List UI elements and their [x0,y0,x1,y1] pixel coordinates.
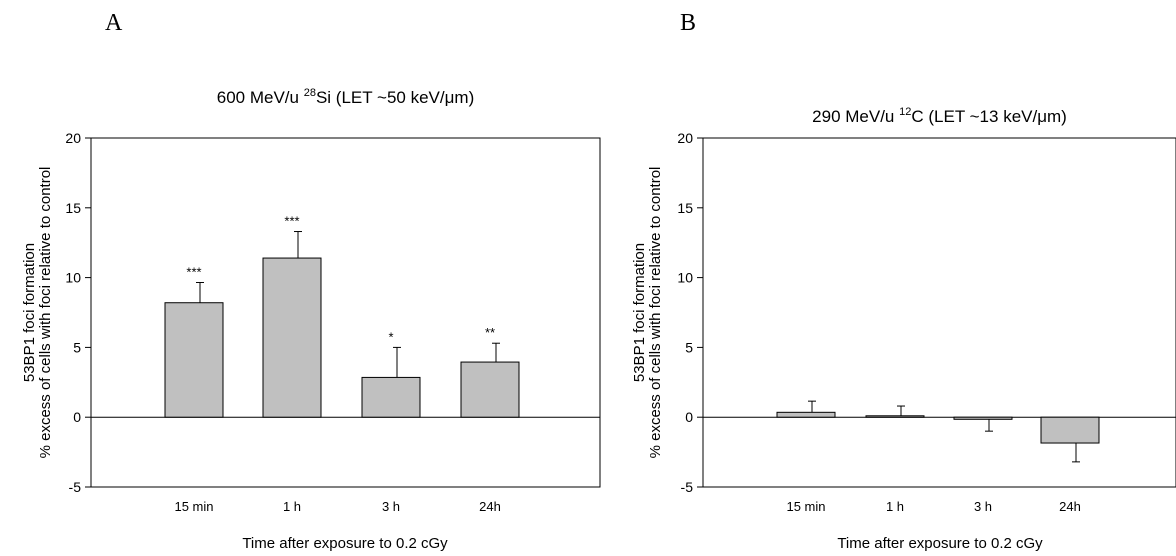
bar [953,416,1013,420]
chart-b: -5 0 5 10 15 20 15 min 1 h 3 h 24h 290 MeV/u 12C (… [631,106,1176,552]
chart-title: 290 MeV/u 12C (LET ~13 keV/μm) [812,106,1067,126]
chart-a: -5 0 5 10 15 20 *** 15 min *** 1 h * 3 h ** 24h 600 Me… [21,87,601,552]
category-label: 24h [1059,499,1081,514]
y-tick-label: 0 [685,409,693,425]
category-label: 1 h [283,499,301,514]
y-tick-label: 20 [677,130,693,146]
y-tick-label: -5 [69,479,82,495]
y-axis-label-line2: % excess of cells with foci relative to … [647,167,664,459]
y-tick-label: 15 [65,200,81,216]
category-label: 1 h [886,499,904,514]
y-axis-label-line2: % excess of cells with foci relative to … [37,167,54,459]
plot-frame [702,137,1176,488]
bar [865,415,925,418]
y-tick-label: 5 [73,339,81,355]
bar [776,411,836,418]
category-label: 3 h [974,499,992,514]
significance-marker: ** [485,325,495,340]
x-axis-label: Time after exposure to 0.2 cGy [242,535,448,552]
y-axis-label-line1: 53BP1 foci formation [631,243,648,382]
bar [164,302,224,418]
plot-frame [90,137,601,488]
panel-label-a: A [105,10,123,36]
y-tick-label: 5 [685,339,693,355]
bar [262,257,322,418]
y-tick-label: 15 [677,200,693,216]
panel-label-b: B [680,10,697,36]
significance-marker: *** [186,264,201,279]
x-axis-label: Time after exposure to 0.2 cGy [837,535,1043,552]
category-label: 3 h [382,499,400,514]
bar [1040,416,1100,444]
y-tick-label: 0 [73,409,81,425]
category-label: 15 min [786,499,825,514]
significance-marker: *** [284,214,299,229]
significance-marker: * [388,329,393,344]
bar [361,376,421,418]
y-tick-label: -5 [681,479,694,495]
bar [460,361,520,418]
y-tick-label: 20 [65,130,81,146]
y-tick-label: 10 [65,270,81,286]
category-label: 24h [479,499,501,514]
category-label: 15 min [174,499,213,514]
chart-title: 600 MeV/u 28Si (LET ~50 keV/μm) [217,87,475,107]
y-tick-label: 10 [677,270,693,286]
y-axis-label-line1: 53BP1 foci formation [21,243,38,382]
